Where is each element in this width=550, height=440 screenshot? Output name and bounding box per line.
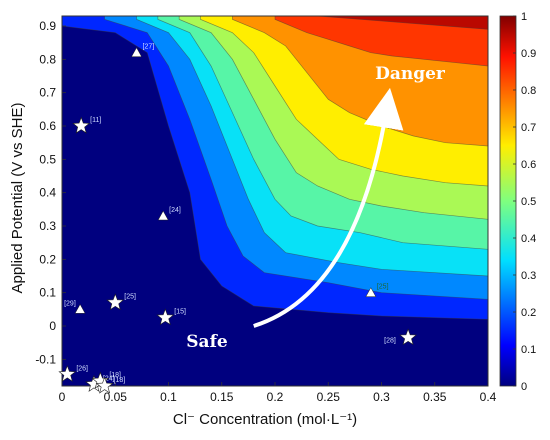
y-tick-label: 0.4: [39, 186, 56, 200]
star-marker: [72, 116, 91, 134]
safe-label: Safe: [186, 332, 228, 352]
x-tick-label: 0: [59, 390, 66, 404]
reference-label: [29]: [64, 300, 76, 307]
reference-label: [26]: [76, 365, 88, 372]
star-marker: [156, 308, 175, 326]
trend-arrow: [253, 87, 404, 328]
colorbar-tick-label: 0.2: [521, 307, 536, 319]
x-tick-label: 0.35: [423, 390, 447, 404]
contour-band-8: [274, 16, 488, 67]
reference-label: [28]: [384, 338, 396, 345]
triangle-marker: [131, 47, 142, 57]
y-tick-label: 0.8: [39, 52, 56, 66]
x-axis-ticks: 0 0.05 0.1 0.15 0.2 0.25 0.3 0.35 0.4: [59, 382, 497, 404]
x-tick-label: 0.1: [160, 390, 177, 404]
reference-label: [25]: [377, 284, 389, 291]
x-tick-label: 0.2: [267, 390, 284, 404]
x-tick-label: 0.05: [104, 390, 128, 404]
star-marker: [58, 364, 77, 382]
reference-label: [24]: [169, 207, 181, 214]
x-axis-label: Cl⁻ Concentration (mol·L⁻¹): [173, 411, 357, 428]
x-tick-label: 0.4: [480, 390, 497, 404]
reference-label: [15]: [174, 309, 186, 316]
y-axis-ticks: -0.1 0 0.1 0.2 0.3 0.4 0.5 0.6 0.7 0.8 0.9: [35, 19, 66, 366]
colorbar: 0 0.1 0.2 0.3 0.4 0.5 0.6 0.7 0.8 0.9 1: [499, 11, 536, 393]
colorbar-tick-label: 0.3: [521, 270, 536, 282]
contour-regions: [62, 16, 488, 320]
colorbar-tick-label: 1: [521, 11, 527, 23]
colorbar-tick-label: 0.8: [521, 85, 536, 97]
triangle-marker: [157, 210, 169, 221]
y-tick-label: 0.2: [39, 252, 56, 266]
colorbar-tick-label: 0: [521, 381, 527, 393]
reference-label: [18]: [114, 377, 126, 384]
plot-area: [61, 15, 489, 387]
y-tick-label: 0.1: [39, 286, 56, 300]
triangle-marker: [74, 303, 86, 314]
colorbar-tick-label: 0.7: [521, 122, 536, 134]
colorbar-tick-label: 0.6: [521, 159, 536, 171]
y-tick-label: 0.9: [39, 19, 56, 33]
y-tick-label: 0.3: [39, 219, 56, 233]
colorbar-tick-label: 0.9: [521, 48, 536, 60]
y-tick-label: 0.7: [39, 86, 56, 100]
contour-band-9: [317, 16, 488, 30]
x-tick-label: 0.25: [317, 390, 341, 404]
reference-label: [11]: [90, 117, 101, 124]
reference-label: [18]: [109, 372, 121, 379]
colorbar-tick-label: 0.4: [521, 233, 536, 245]
star-marker: [95, 376, 114, 394]
colorbar-tick-label: 0.1: [521, 344, 536, 356]
y-tick-label: 0: [49, 319, 56, 333]
colorbar-tick-label: 0.5: [521, 196, 536, 208]
reference-label: [25]: [124, 294, 136, 301]
y-tick-label: -0.1: [35, 352, 56, 366]
colorbar-ticks: 0 0.1 0.2 0.3 0.4 0.5 0.6 0.7 0.8 0.9 1: [513, 11, 536, 393]
triangle-marker: [365, 287, 377, 297]
star-marker: [106, 293, 125, 311]
reference-label: [27]: [143, 44, 155, 51]
y-tick-label: 0.6: [39, 119, 56, 133]
x-tick-label: 0.3: [373, 390, 390, 404]
danger-label: Danger: [375, 64, 446, 84]
star-marker: [399, 328, 418, 346]
y-tick-label: 0.5: [39, 152, 56, 166]
x-tick-label: 0.15: [210, 390, 234, 404]
reference-label: [24]: [103, 375, 115, 382]
data-markers: [27] [11] [24] [25] [29] [15] [25] [28] [26] [24]…: [58, 44, 418, 394]
y-axis-label: Applied Potential (V vs SHE): [9, 103, 26, 294]
